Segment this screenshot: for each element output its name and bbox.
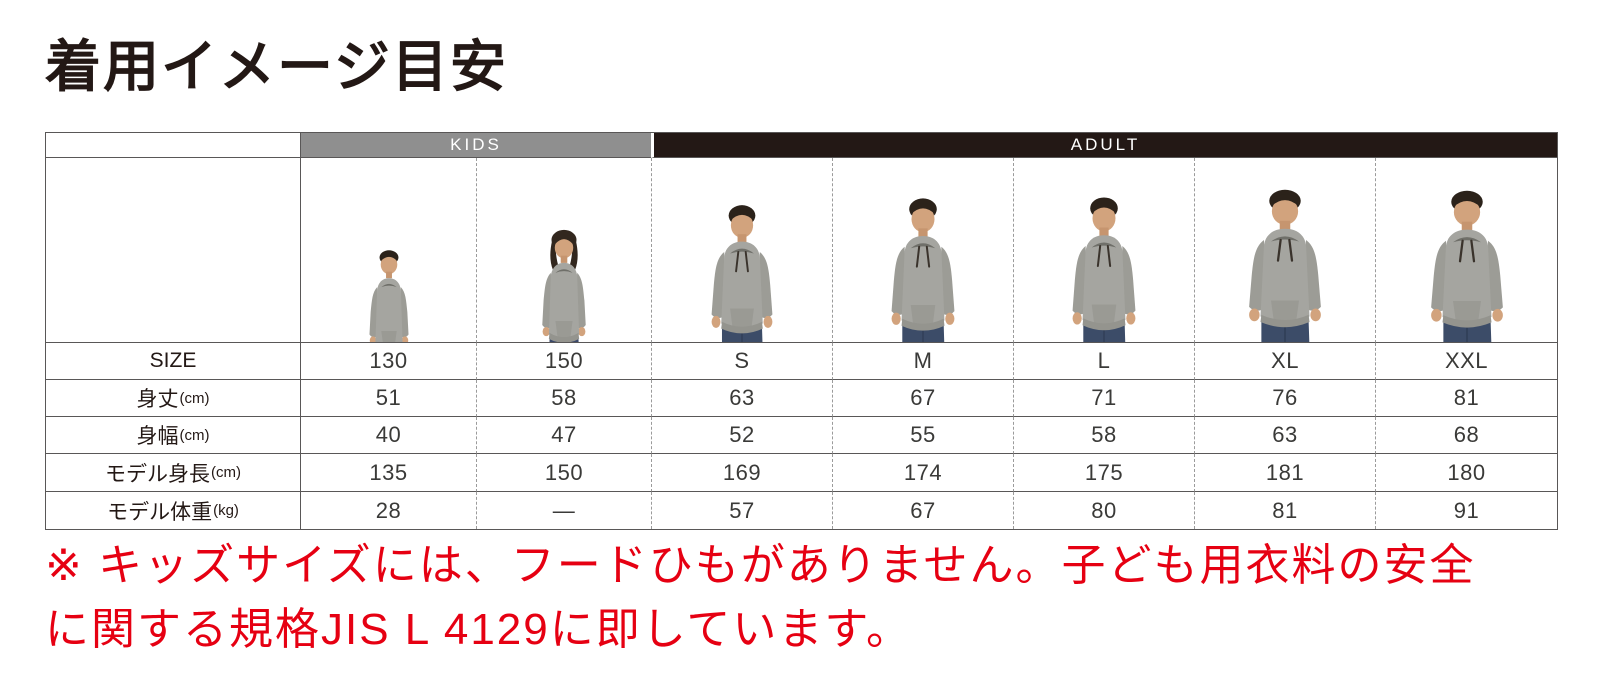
- model-weight-value: 80: [1013, 492, 1194, 529]
- model-photo-130: [301, 158, 476, 343]
- model-weight-value: 67: [832, 492, 1013, 529]
- body-length-value: 67: [832, 380, 1013, 417]
- model-height-value: 181: [1194, 454, 1375, 492]
- model-height-value: 150: [476, 454, 651, 492]
- adult-model-figure: [1414, 182, 1519, 343]
- model-photo-s: [651, 158, 832, 343]
- body-width-value: 58: [1013, 417, 1194, 454]
- size-row-label: SIZE: [46, 343, 301, 380]
- body-length-value: 63: [651, 380, 832, 417]
- model-photo-xxl: [1375, 158, 1557, 343]
- body-length-value: 71: [1013, 380, 1194, 417]
- size-value: 150: [476, 343, 651, 380]
- row-label-unit: (kg): [213, 502, 239, 519]
- row-label-text: モデル体重: [107, 500, 213, 524]
- adult-group-header: ADULT: [651, 133, 1557, 158]
- adult-model-figure: [1233, 181, 1338, 343]
- model-photo-150: [476, 158, 651, 343]
- body-length-value: 58: [476, 380, 651, 417]
- page-title: 着用イメージ目安: [45, 35, 508, 98]
- model-photo-l: [1013, 158, 1194, 343]
- body-length-value: 81: [1375, 380, 1557, 417]
- row-label-unit: (cm): [211, 464, 241, 481]
- model-weight-value: 81: [1194, 492, 1375, 529]
- size-value: XL: [1194, 343, 1375, 380]
- row-label-text: 身幅: [136, 425, 179, 448]
- size-value: 130: [301, 343, 476, 380]
- model-weight-value: —: [476, 492, 651, 529]
- size-value: XXL: [1375, 343, 1557, 380]
- adult-model-figure: [698, 197, 787, 343]
- body-length-value: 76: [1194, 380, 1375, 417]
- kids-safety-note: ※ キッズサイズには、フードひもがありません。子ども用衣料の安全 に関する規格J…: [45, 534, 1475, 662]
- adult-model-figure: [877, 190, 969, 343]
- model-height-value: 135: [301, 454, 476, 492]
- model-photo-xl: [1194, 158, 1375, 343]
- size-value: S: [651, 343, 832, 380]
- size-value: L: [1013, 343, 1194, 380]
- row-label-unit: (cm): [179, 426, 210, 444]
- model-height-row-label: モデル身長 (cm): [46, 454, 301, 492]
- size-value: M: [832, 343, 1013, 380]
- size-chart-table: KIDS ADULT SIZE 130 150 S M L XL XXL 身丈(…: [45, 132, 1558, 530]
- kids-group-header: KIDS: [301, 133, 651, 158]
- footnote-line: ※ キッズサイズには、フードひもがありません。子ども用衣料の安全: [45, 541, 1476, 590]
- body-length-row-label: 身丈 (cm): [46, 380, 301, 417]
- model-weight-value: 28: [301, 492, 476, 529]
- body-width-value: 40: [301, 417, 476, 454]
- body-width-value: 68: [1375, 417, 1557, 454]
- kid-model-figure: [525, 222, 604, 343]
- kid-model-figure: [353, 242, 424, 343]
- row-label-text: モデル身長: [105, 462, 210, 486]
- body-width-value: 47: [476, 417, 651, 454]
- adult-model-figure: [1058, 189, 1150, 343]
- row-label-text: 身丈: [136, 388, 179, 411]
- table-corner-cell: [46, 133, 301, 158]
- body-length-value: 51: [301, 380, 476, 417]
- photo-row-label-cell: [46, 158, 301, 343]
- body-width-value: 52: [651, 417, 832, 454]
- model-weight-value: 57: [651, 492, 832, 529]
- model-height-value: 175: [1013, 454, 1194, 492]
- model-height-value: 174: [832, 454, 1013, 492]
- model-weight-row-label: モデル体重 (kg): [46, 492, 301, 529]
- model-height-value: 169: [651, 454, 832, 492]
- body-width-value: 63: [1194, 417, 1375, 454]
- model-weight-value: 91: [1375, 492, 1557, 529]
- row-label-unit: (cm): [179, 389, 210, 407]
- model-height-value: 180: [1375, 454, 1557, 492]
- body-width-row-label: 身幅 (cm): [46, 417, 301, 454]
- footnote-line: に関する規格JIS L 4129に即しています。: [45, 604, 913, 654]
- body-width-value: 55: [832, 417, 1013, 454]
- model-photo-m: [832, 158, 1013, 343]
